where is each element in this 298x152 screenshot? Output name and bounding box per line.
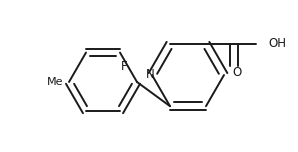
Text: OH: OH (268, 37, 286, 50)
Text: N: N (146, 69, 154, 81)
Text: O: O (232, 66, 242, 79)
Text: Me: Me (47, 77, 63, 87)
Text: F: F (121, 60, 127, 73)
